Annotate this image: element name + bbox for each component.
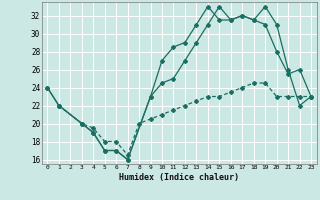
X-axis label: Humidex (Indice chaleur): Humidex (Indice chaleur) [119, 173, 239, 182]
